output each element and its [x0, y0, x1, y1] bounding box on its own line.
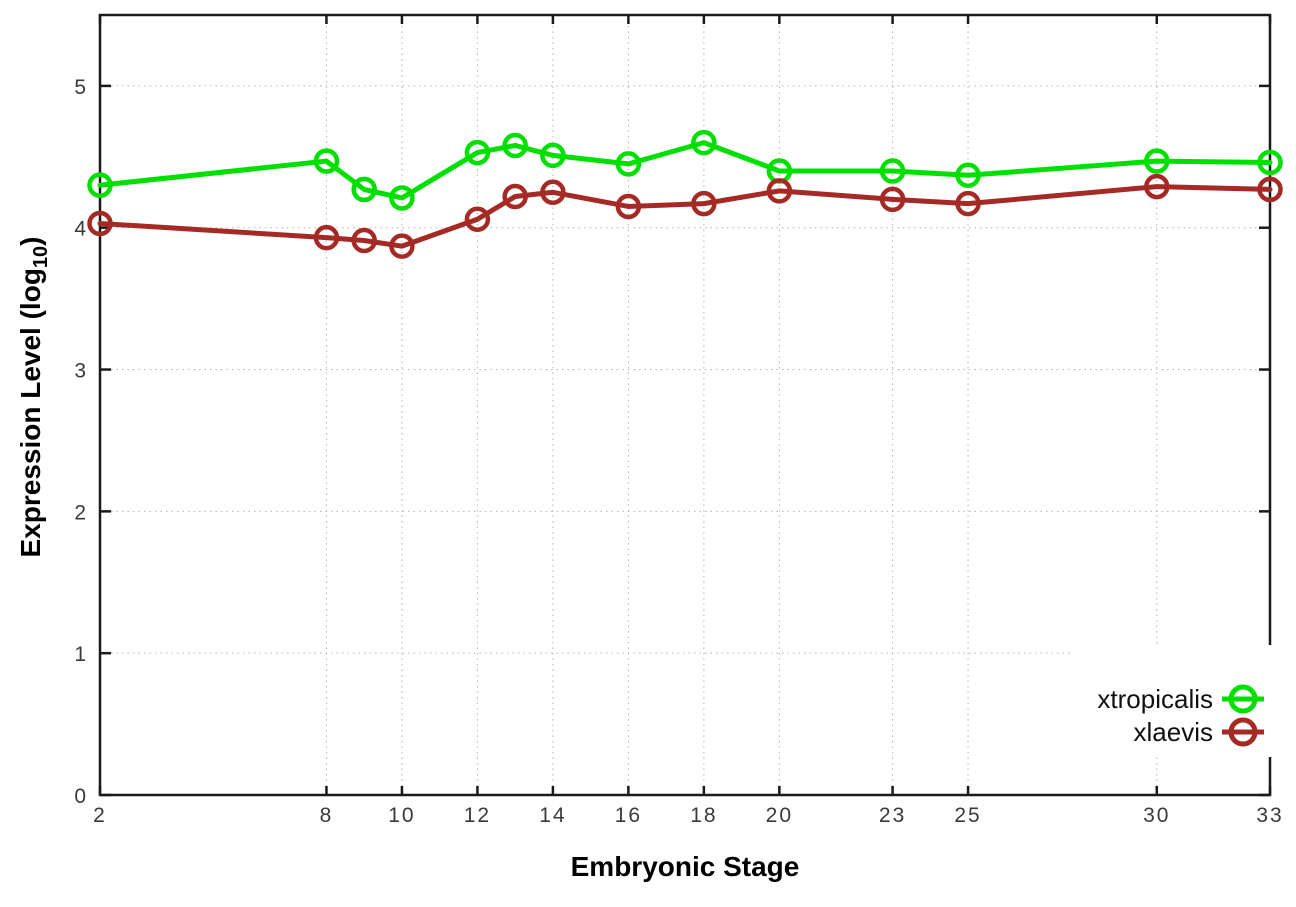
x-tick-label-18: 18	[690, 804, 717, 827]
data-point-xtropicalis-12	[464, 139, 491, 166]
series-line-xtropicalis	[97, 140, 1273, 201]
data-point-xlaevis-33	[1257, 176, 1283, 203]
data-point-xlaevis-10	[389, 233, 415, 259]
x-tick-label-16: 16	[615, 804, 642, 827]
data-point-xtropicalis-13	[502, 132, 528, 159]
y-tick-label-4: 4	[74, 218, 88, 241]
data-point-xtropicalis-18	[691, 129, 717, 156]
series-line-xlaevis	[97, 184, 1273, 249]
y-tick-label-5: 5	[74, 76, 88, 99]
x-tick-label-33: 33	[1256, 804, 1283, 827]
y-axis-title: Expression Level (log10)	[15, 237, 52, 558]
data-point-xlaevis-8	[313, 224, 340, 251]
legend-label-xtropicalis: xtropicalis	[1097, 684, 1213, 714]
legend-marker-icon-xtropicalis	[1228, 684, 1258, 714]
data-point-xtropicalis-8	[313, 148, 340, 174]
data-point-xtropicalis-23	[879, 158, 906, 184]
data-point-xtropicalis-30	[1144, 148, 1170, 174]
y-tick-label-0: 0	[74, 785, 88, 808]
data-point-xlaevis-9	[351, 227, 377, 254]
data-point-xlaevis-13	[502, 183, 528, 210]
x-tick-label-10: 10	[388, 804, 415, 827]
x-tick-label-2: 2	[93, 804, 107, 827]
x-tick-label-12: 12	[464, 804, 491, 827]
data-point-xlaevis-16	[615, 193, 642, 220]
legend-marker-icon-xlaevis	[1228, 717, 1258, 747]
x-tick-label-25: 25	[954, 804, 981, 827]
data-point-xtropicalis-10	[389, 185, 415, 211]
data-point-xlaevis-23	[879, 186, 906, 213]
plot-border	[98, 13, 1272, 797]
data-point-xlaevis-30	[1144, 173, 1170, 200]
x-tick-label-8: 8	[320, 804, 334, 827]
y-tick-label-3: 3	[74, 360, 88, 383]
data-point-xtropicalis-9	[351, 176, 377, 203]
x-tick-label-30: 30	[1143, 804, 1170, 827]
data-point-xlaevis-20	[766, 178, 793, 204]
legend-label-xlaevis: xlaevis	[1134, 717, 1213, 747]
data-point-xlaevis-2	[87, 210, 113, 237]
data-point-xlaevis-14	[540, 179, 566, 206]
data-point-xtropicalis-2	[87, 172, 113, 198]
x-axis-title: Embryonic Stage	[571, 851, 800, 882]
x-tick-label-20: 20	[766, 804, 793, 827]
data-point-xtropicalis-16	[615, 151, 642, 177]
data-point-xlaevis-18	[691, 190, 717, 217]
y-tick-label-1: 1	[74, 643, 88, 666]
y-tick-label-2: 2	[74, 501, 88, 524]
data-point-xtropicalis-33	[1257, 149, 1283, 176]
data-point-xtropicalis-25	[955, 162, 981, 189]
plot-frame-layer	[98, 13, 1272, 797]
data-point-xtropicalis-14	[540, 142, 566, 169]
data-point-xlaevis-12	[464, 206, 491, 232]
data-point-xlaevis-25	[955, 190, 981, 217]
x-tick-label-14: 14	[539, 804, 566, 827]
x-tick-label-23: 23	[879, 804, 906, 827]
series-layer	[87, 129, 1283, 259]
